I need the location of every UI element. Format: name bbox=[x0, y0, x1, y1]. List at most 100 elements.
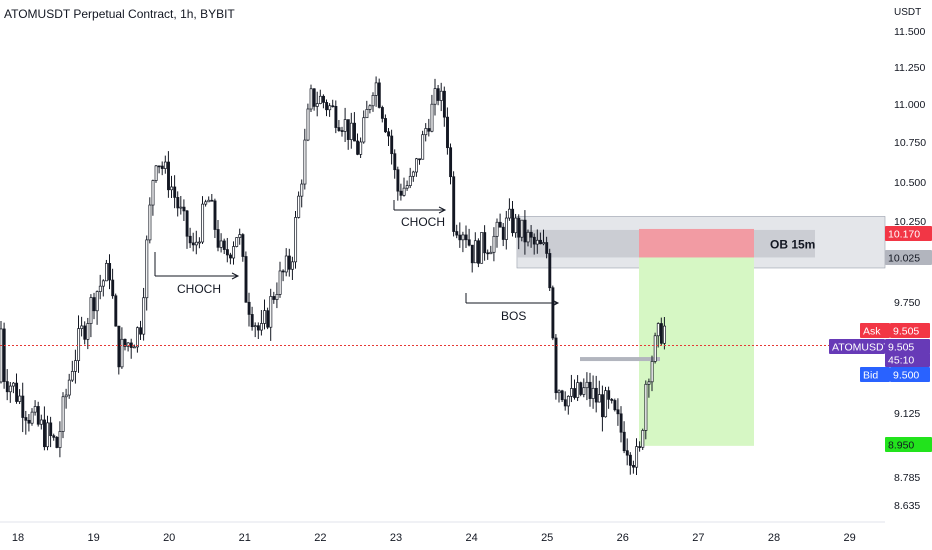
candle bbox=[359, 137, 363, 159]
candle bbox=[132, 344, 136, 349]
candle bbox=[120, 327, 124, 369]
x-tick-label: 27 bbox=[692, 532, 704, 544]
svg-text:9.505: 9.505 bbox=[888, 342, 914, 354]
candle bbox=[291, 256, 294, 280]
candle bbox=[526, 229, 530, 247]
candle bbox=[638, 441, 642, 452]
candle bbox=[328, 103, 332, 117]
svg-text:9.505: 9.505 bbox=[893, 326, 919, 338]
candle bbox=[157, 165, 161, 174]
candle bbox=[303, 128, 307, 190]
candle bbox=[653, 332, 657, 364]
candle bbox=[436, 84, 440, 106]
candle bbox=[136, 326, 139, 353]
candle bbox=[635, 438, 639, 475]
candle bbox=[139, 320, 143, 341]
candle bbox=[625, 438, 629, 466]
candle bbox=[396, 166, 400, 201]
candle bbox=[142, 287, 146, 341]
x-tick-label: 29 bbox=[843, 532, 855, 544]
bos-arrow bbox=[466, 299, 560, 307]
y-tick-label: 9.750 bbox=[894, 297, 920, 309]
ask-value-tag: 9.505 bbox=[890, 323, 930, 338]
candle bbox=[256, 322, 260, 340]
candle bbox=[21, 382, 25, 433]
candle bbox=[514, 213, 518, 238]
candle bbox=[173, 175, 177, 209]
candle bbox=[55, 436, 59, 449]
candle bbox=[446, 107, 449, 155]
candle bbox=[492, 227, 496, 262]
candle bbox=[498, 213, 502, 228]
candle bbox=[33, 400, 37, 416]
candle bbox=[601, 385, 604, 432]
candle bbox=[622, 421, 626, 454]
candle bbox=[570, 374, 573, 403]
candle bbox=[244, 251, 248, 303]
candle bbox=[455, 224, 459, 239]
candle bbox=[114, 293, 118, 327]
y-tick-label: 9.125 bbox=[894, 408, 920, 420]
candle bbox=[83, 321, 87, 345]
candle bbox=[377, 78, 381, 109]
candle bbox=[275, 282, 279, 309]
candle bbox=[582, 378, 586, 398]
candle bbox=[334, 100, 338, 134]
ask-label-tag: Ask bbox=[860, 323, 890, 338]
candle bbox=[405, 180, 409, 191]
candle bbox=[501, 222, 505, 247]
candle bbox=[560, 389, 564, 402]
candle bbox=[557, 389, 561, 403]
stop-region bbox=[639, 228, 754, 258]
candle bbox=[421, 130, 425, 160]
candle bbox=[287, 248, 291, 277]
candle bbox=[232, 241, 236, 265]
candle bbox=[101, 279, 105, 297]
candle bbox=[170, 175, 174, 199]
candle bbox=[86, 317, 90, 350]
candle bbox=[253, 322, 257, 338]
candle bbox=[325, 99, 329, 117]
candle bbox=[297, 191, 301, 219]
x-tick-label: 19 bbox=[87, 532, 99, 544]
candle bbox=[179, 195, 183, 215]
candle bbox=[61, 392, 65, 439]
candle bbox=[551, 285, 555, 341]
candle bbox=[294, 211, 298, 269]
candle bbox=[250, 306, 254, 331]
candle bbox=[145, 235, 149, 311]
candle bbox=[225, 237, 229, 263]
candle bbox=[439, 82, 443, 112]
candle bbox=[182, 199, 186, 221]
candle bbox=[108, 254, 112, 290]
candle bbox=[92, 292, 96, 320]
time-axis[interactable]: 18 19 20 21 22 23 24 25 26 27 28 29 bbox=[0, 521, 885, 544]
candle bbox=[477, 238, 480, 268]
candle bbox=[619, 406, 623, 443]
candle bbox=[548, 248, 552, 291]
candle bbox=[15, 373, 19, 404]
candle bbox=[126, 342, 130, 352]
candle bbox=[238, 228, 242, 245]
candle bbox=[278, 261, 282, 298]
price-axis[interactable]: 11.500 11.250 11.000 10.750 10.500 10.250 9.75… bbox=[894, 26, 926, 512]
candle bbox=[433, 78, 437, 116]
candle bbox=[198, 237, 201, 249]
ob-price-tag: 10.025 bbox=[885, 250, 932, 265]
candle bbox=[408, 167, 412, 189]
candle bbox=[508, 198, 511, 221]
candle bbox=[362, 110, 366, 144]
candle bbox=[390, 129, 394, 165]
candle bbox=[235, 237, 239, 248]
y-tick-label: 10.500 bbox=[894, 177, 926, 189]
candle bbox=[424, 123, 428, 142]
svg-text:Ask: Ask bbox=[863, 326, 881, 338]
candle bbox=[399, 183, 403, 201]
candle bbox=[337, 120, 341, 132]
candle bbox=[312, 88, 316, 111]
x-tick-label: 25 bbox=[541, 532, 553, 544]
candle bbox=[8, 382, 12, 403]
candle bbox=[5, 369, 9, 401]
